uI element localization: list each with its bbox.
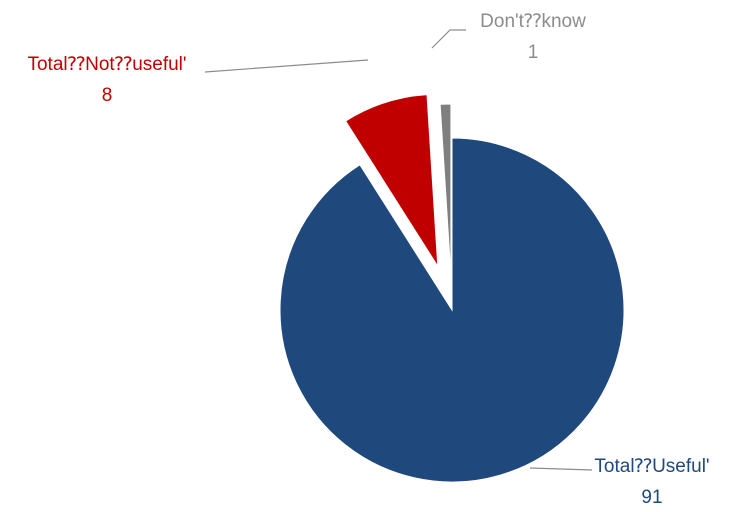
leader-line-2 — [204, 59, 369, 73]
slice-label-name-2: Total⁇Not⁇useful' — [27, 54, 186, 75]
pie-slice-3 — [439, 103, 452, 277]
pie-slices — [279, 94, 625, 483]
pie-slice-2 — [344, 94, 439, 267]
slice-label-value-1: 91 — [641, 487, 662, 508]
slice-label-value-3: 1 — [528, 42, 539, 63]
slice-label-name-3: Don't⁇know — [480, 11, 586, 32]
slice-label-name-1: Total⁇Useful' — [594, 456, 709, 477]
slice-label-value-2: 8 — [102, 85, 113, 106]
leader-line-3 — [431, 29, 466, 49]
pie-slice-1 — [279, 137, 625, 483]
leader-line-1 — [529, 467, 593, 471]
leader-lines — [204, 29, 593, 471]
slice-labels: Total⁇Useful' 91 Total⁇Not⁇useful' 8 Don't⁇k… — [27, 11, 709, 508]
